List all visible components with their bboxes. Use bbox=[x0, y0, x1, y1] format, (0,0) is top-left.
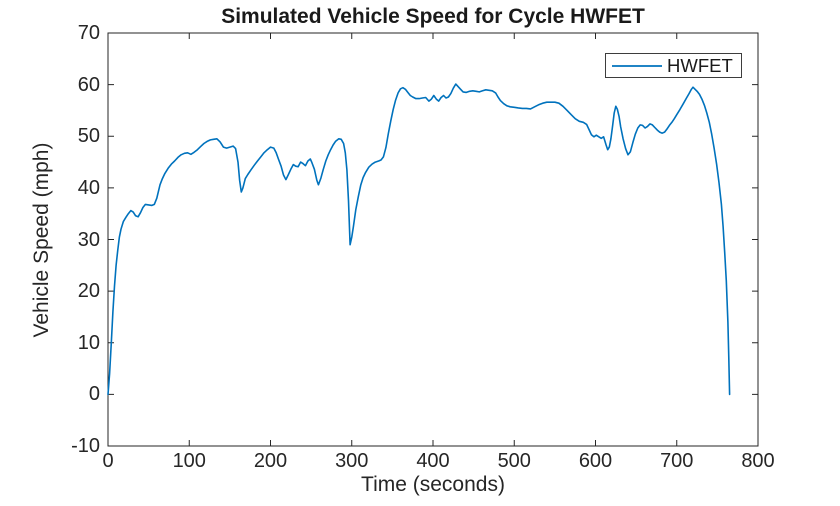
y-tick-label: -10 bbox=[71, 435, 100, 457]
axes-box bbox=[107, 32, 759, 447]
y-tick-label: 30 bbox=[77, 228, 100, 251]
y-tick-label: 50 bbox=[77, 125, 100, 148]
x-tick-label: 500 bbox=[497, 450, 531, 472]
x-axis-label: Time (seconds) bbox=[361, 473, 505, 496]
y-tick-label: 70 bbox=[77, 22, 100, 44]
x-tick-label: 200 bbox=[253, 450, 288, 472]
x-tick-label: 0 bbox=[102, 450, 114, 472]
speed-curve[interactable] bbox=[107, 83, 731, 396]
y-tick-label: 20 bbox=[77, 280, 100, 303]
legend[interactable]: HWFET bbox=[605, 53, 742, 78]
y-tick-label: 60 bbox=[77, 73, 100, 96]
y-tick-label: 10 bbox=[77, 331, 100, 354]
x-tick-label: 800 bbox=[741, 450, 775, 472]
y-tick-label: 0 bbox=[88, 383, 100, 406]
x-tick-label: 600 bbox=[578, 450, 613, 472]
chart-title: Simulated Vehicle Speed for Cycle HWFET bbox=[221, 5, 645, 28]
x-tick-label: 300 bbox=[335, 450, 369, 472]
x-tick-label: 400 bbox=[416, 450, 450, 472]
y-tick-label: 40 bbox=[77, 176, 100, 199]
x-tick-label: 700 bbox=[660, 450, 694, 472]
x-tick-label: 100 bbox=[172, 450, 206, 472]
legend-entry-label: HWFET bbox=[667, 55, 733, 76]
legend-line-sample-icon bbox=[612, 65, 662, 67]
